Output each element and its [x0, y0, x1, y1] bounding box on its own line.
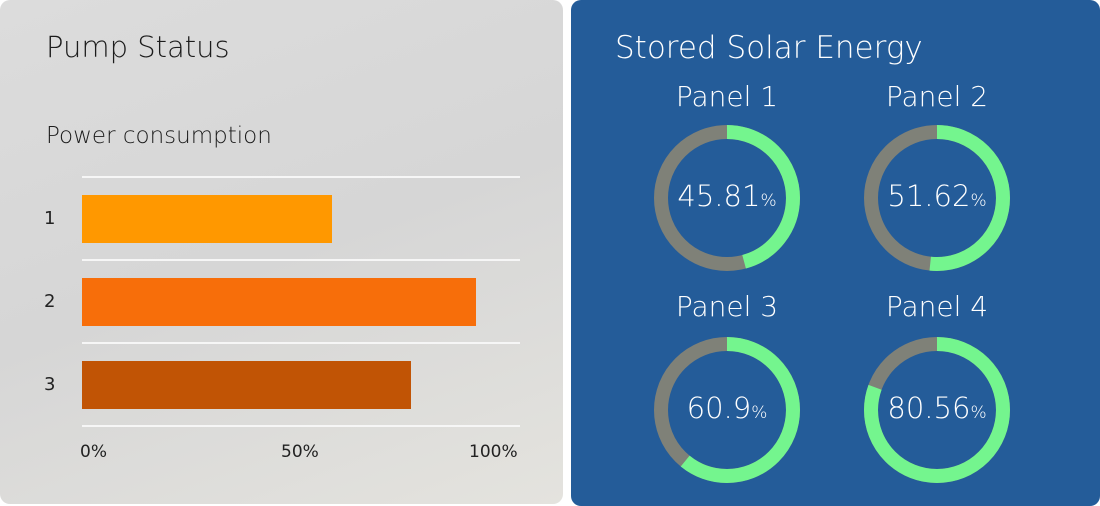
donut-gauge — [864, 337, 1010, 483]
panel-label: Panel 1 — [675, 80, 779, 113]
value-unit: % — [760, 191, 777, 211]
panel-label: Panel 4 — [885, 290, 989, 323]
panel-label: Panel 3 — [675, 290, 779, 323]
chart-title: Power consumption — [46, 123, 272, 149]
bar-2 — [82, 278, 477, 326]
x-tick-label: 100% — [469, 442, 518, 462]
gridline — [82, 425, 520, 427]
gauge-fill — [864, 125, 1010, 271]
bar-3 — [82, 361, 411, 409]
card-title: Stored Solar Energy — [615, 30, 923, 66]
gauge-fill — [654, 337, 800, 483]
donut-gauge — [864, 125, 1010, 271]
value-unit: % — [970, 403, 987, 423]
value-unit: % — [751, 403, 768, 423]
card-title: Pump Status — [46, 30, 230, 64]
x-tick-label: 50% — [281, 442, 319, 462]
solar-energy-card: Stored Solar Energy Panel 1 45.81% Panel 2… — [571, 0, 1100, 506]
gauge-value: 60.9% — [652, 391, 802, 425]
bar-1 — [82, 195, 332, 243]
category-label: 2 — [44, 291, 56, 312]
gridline — [82, 342, 520, 344]
gauge-value: 80.56% — [862, 391, 1012, 425]
pump-status-card: Pump Status Power consumption 1 2 3 0% 50% 10… — [0, 0, 563, 504]
value-number: 51.62 — [887, 179, 971, 213]
category-label: 3 — [44, 374, 56, 395]
gridline — [82, 259, 520, 261]
gauge-fill — [864, 337, 1010, 483]
gauge-value: 51.62% — [862, 179, 1012, 213]
gridline — [82, 176, 520, 178]
category-label: 1 — [44, 208, 56, 229]
value-unit: % — [970, 191, 987, 211]
value-number: 45.81 — [677, 179, 761, 213]
donut-gauge — [654, 337, 800, 483]
value-number: 60.9 — [686, 391, 752, 425]
donut-gauge — [654, 125, 800, 271]
x-tick-label: 0% — [80, 442, 107, 462]
gauge-fill — [654, 125, 800, 271]
gauge-value: 45.81% — [652, 179, 802, 213]
value-number: 80.56 — [887, 391, 971, 425]
panel-label: Panel 2 — [885, 80, 989, 113]
